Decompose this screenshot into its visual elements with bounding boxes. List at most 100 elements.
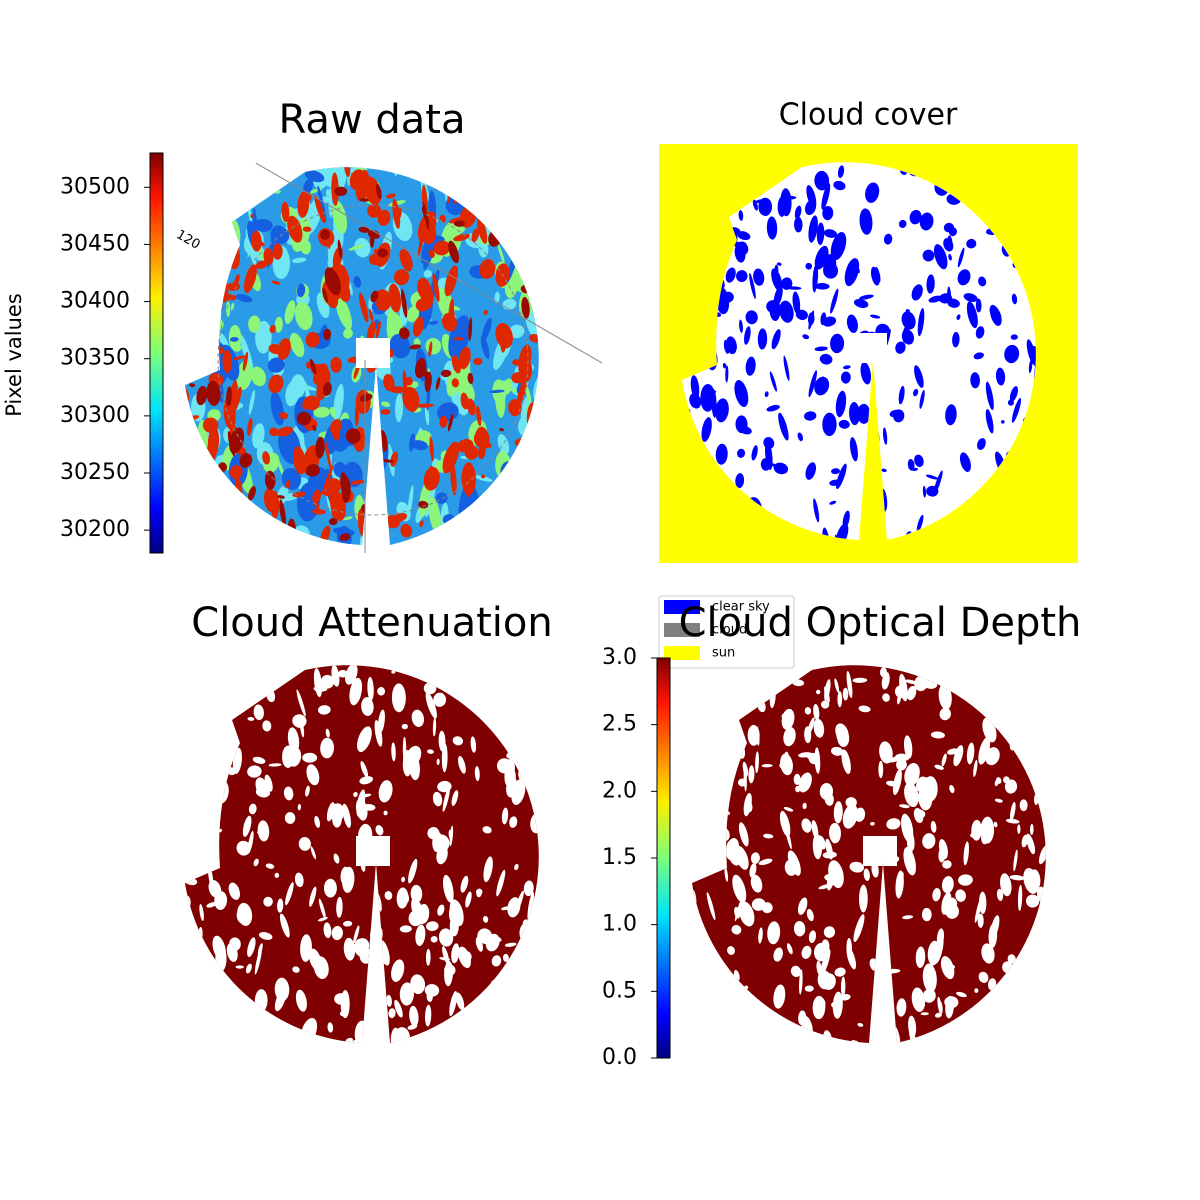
image-blob bbox=[830, 746, 844, 756]
image-blob bbox=[722, 362, 727, 369]
image-blob bbox=[356, 789, 366, 817]
image-blob bbox=[262, 451, 271, 465]
image-blob bbox=[306, 764, 320, 786]
image-blob bbox=[322, 382, 332, 396]
image-blob bbox=[497, 434, 510, 455]
image-blob bbox=[1009, 802, 1016, 821]
image-blob bbox=[299, 384, 318, 391]
image-blob bbox=[985, 408, 994, 434]
image-blob bbox=[302, 752, 318, 763]
image-blob bbox=[271, 280, 281, 285]
image-blob bbox=[325, 441, 332, 469]
image-blob bbox=[755, 751, 759, 774]
legend-label: sun bbox=[712, 646, 735, 661]
image-blob bbox=[425, 948, 431, 966]
image-blob bbox=[229, 234, 236, 254]
image-blob bbox=[325, 188, 330, 197]
image-blob bbox=[501, 906, 511, 911]
image-blob bbox=[224, 976, 230, 994]
image-blob bbox=[349, 677, 363, 706]
image-blob bbox=[302, 398, 308, 410]
image-blob bbox=[370, 290, 379, 303]
image-blob bbox=[822, 205, 834, 221]
image-blob bbox=[277, 898, 284, 913]
image-blob bbox=[725, 267, 736, 283]
image-blob bbox=[955, 889, 966, 902]
image-blob bbox=[497, 243, 505, 264]
image-blob bbox=[913, 388, 919, 397]
image-blob bbox=[361, 697, 374, 716]
image-blob bbox=[914, 675, 929, 692]
image-blob bbox=[326, 802, 335, 822]
image-blob bbox=[822, 851, 837, 859]
image-blob bbox=[436, 492, 448, 504]
image-blob bbox=[417, 403, 434, 408]
image-blob bbox=[554, 866, 564, 889]
image-blob bbox=[447, 413, 454, 432]
image-blob bbox=[937, 996, 942, 1013]
colorbar-tick-label: 3.0 bbox=[602, 645, 637, 670]
image-blob bbox=[250, 366, 266, 387]
image-blob bbox=[812, 833, 823, 860]
image-blob bbox=[819, 782, 834, 800]
image-blob bbox=[303, 178, 314, 195]
image-blob bbox=[477, 216, 488, 244]
image-blob bbox=[750, 874, 763, 893]
angle-label: 120 bbox=[173, 227, 202, 252]
image-blob bbox=[391, 742, 396, 762]
image-blob bbox=[473, 357, 483, 366]
image-blob bbox=[804, 985, 814, 992]
image-blob bbox=[1017, 884, 1023, 912]
image-blob bbox=[430, 936, 438, 943]
image-blob bbox=[888, 1004, 893, 1015]
image-blob bbox=[312, 425, 317, 431]
image-blob bbox=[942, 860, 952, 869]
image-blob bbox=[778, 412, 789, 441]
image-blob bbox=[1044, 816, 1046, 823]
image-blob bbox=[223, 258, 231, 267]
image-blob bbox=[814, 245, 829, 270]
image-blob bbox=[771, 268, 783, 292]
image-blob bbox=[345, 428, 361, 444]
image-blob bbox=[318, 898, 326, 919]
image-blob bbox=[230, 302, 235, 311]
image-blob bbox=[380, 459, 394, 463]
image-blob bbox=[904, 762, 920, 787]
image-blob bbox=[323, 878, 337, 898]
image-blob bbox=[473, 1018, 483, 1023]
image-blob bbox=[522, 239, 533, 261]
image-blob bbox=[274, 977, 290, 1002]
image-blob bbox=[287, 215, 303, 243]
image-blob bbox=[451, 790, 459, 806]
image-blob bbox=[870, 821, 875, 826]
image-blob bbox=[309, 948, 322, 971]
image-blob bbox=[226, 301, 231, 318]
image-blob bbox=[342, 516, 353, 521]
image-blob bbox=[506, 455, 513, 490]
image-blob bbox=[798, 1010, 807, 1026]
image-blob bbox=[284, 300, 296, 325]
image-blob bbox=[289, 332, 305, 358]
image-blob bbox=[460, 875, 469, 893]
image-blob bbox=[695, 779, 704, 799]
image-blob bbox=[840, 976, 846, 998]
image-blob bbox=[989, 304, 998, 317]
image-blob bbox=[511, 372, 524, 384]
image-blob bbox=[359, 393, 373, 402]
image-blob bbox=[320, 229, 330, 240]
image-blob bbox=[248, 803, 257, 815]
image-blob bbox=[764, 391, 769, 398]
image-blob bbox=[941, 753, 947, 767]
image-blob bbox=[1005, 818, 1020, 824]
image-blob bbox=[185, 861, 186, 888]
image-blob bbox=[548, 823, 562, 844]
image-blob bbox=[918, 785, 933, 811]
image-blob bbox=[292, 257, 307, 264]
image-blob bbox=[783, 727, 796, 747]
image-blob bbox=[812, 264, 819, 293]
image-blob bbox=[516, 962, 528, 984]
image-blob bbox=[970, 372, 980, 389]
image-blob bbox=[509, 816, 518, 828]
image-blob bbox=[689, 393, 702, 409]
image-blob bbox=[820, 700, 830, 709]
